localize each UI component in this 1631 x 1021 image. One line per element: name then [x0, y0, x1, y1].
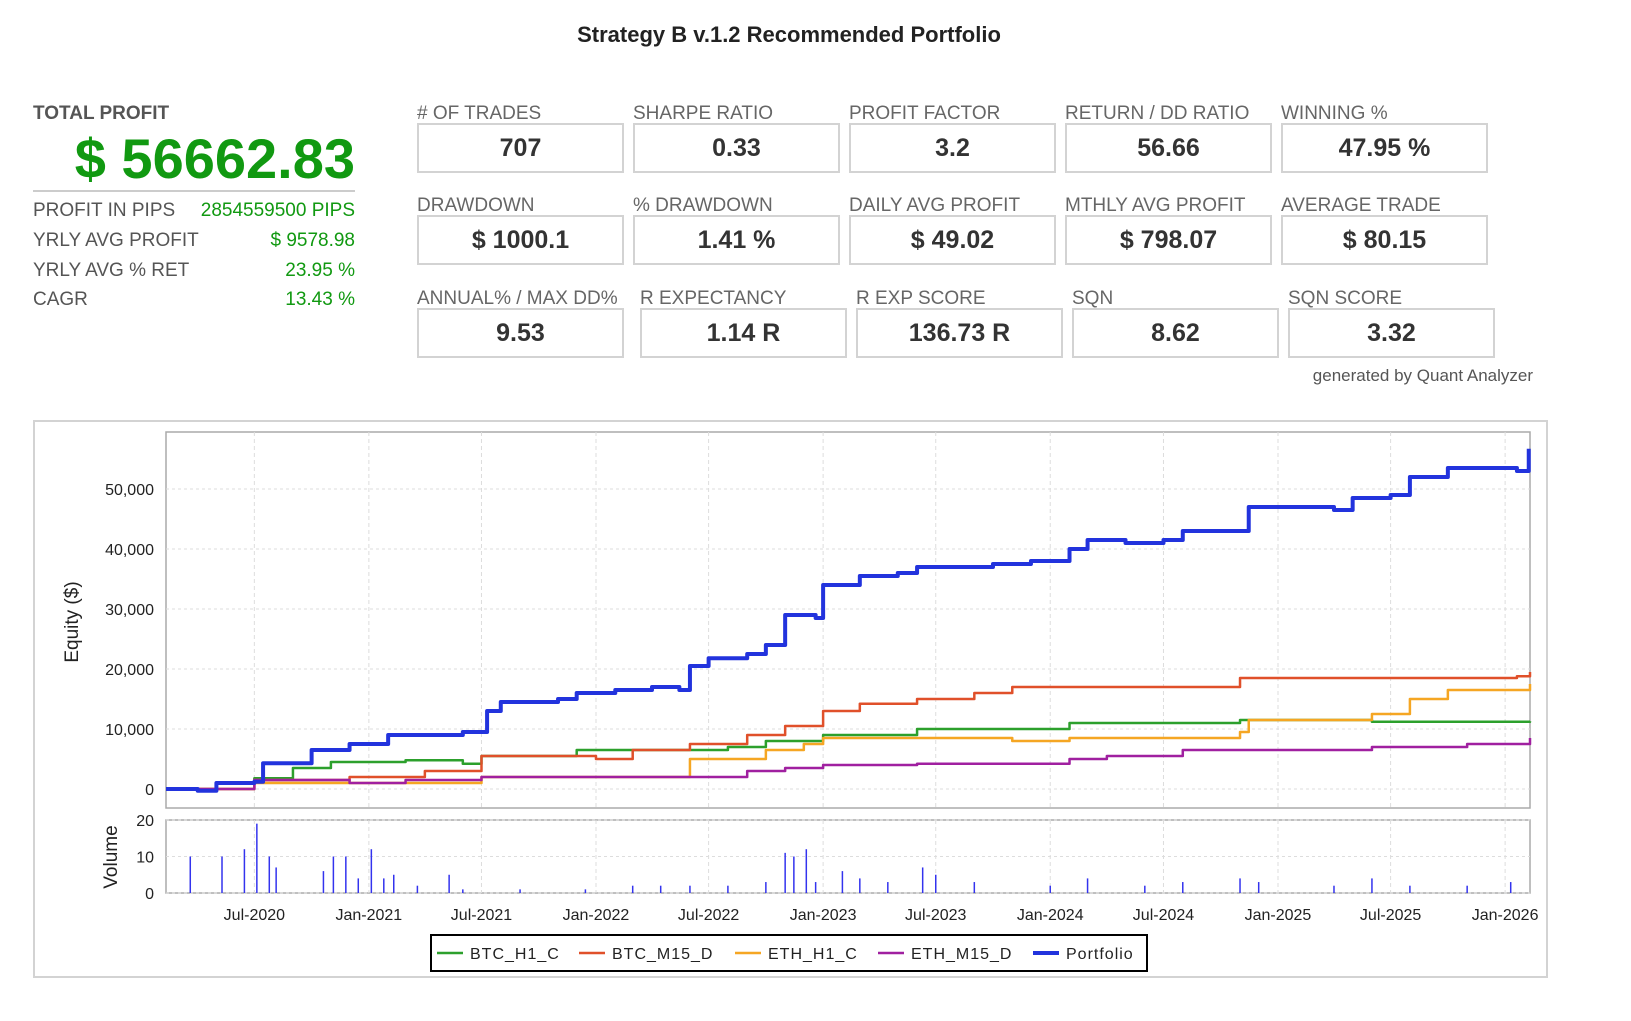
- summary-row-yrly-ret: YRLY AVG % RET 23.95 %: [33, 260, 355, 282]
- legend-label: ETH_H1_C: [768, 946, 858, 963]
- metric-value-box: $ 49.02: [849, 215, 1056, 265]
- y-tick-label: 30,000: [105, 602, 154, 619]
- metric-value-box: 56.66: [1065, 123, 1272, 173]
- y-tick-label: 10,000: [105, 722, 154, 739]
- metric-value-box: $ 798.07: [1065, 215, 1272, 265]
- x-tick-label: Jul-2023: [905, 907, 966, 924]
- metric-label: DAILY AVG PROFIT: [849, 195, 1021, 216]
- y-tick-label: 50,000: [105, 482, 154, 499]
- x-tick-label: Jul-2025: [1360, 907, 1421, 924]
- metric-label: SQN SCORE: [1288, 288, 1403, 309]
- legend-label: BTC_M15_D: [612, 946, 713, 963]
- metric-label: R EXP SCORE: [856, 288, 986, 309]
- legend-label: ETH_M15_D: [911, 946, 1012, 963]
- legend-label: Portfolio: [1066, 946, 1134, 963]
- metric-value-box: 3.32: [1288, 308, 1495, 358]
- metric-label: DRAWDOWN: [417, 195, 535, 216]
- x-tick-label: Jul-2020: [224, 907, 285, 924]
- x-tick-label: Jul-2022: [678, 907, 739, 924]
- metric-value-box: 136.73 R: [856, 308, 1063, 358]
- x-tick-label: Jan-2022: [563, 907, 630, 924]
- metric-value-box: 3.2: [849, 123, 1056, 173]
- volume-tick-label: 0: [145, 886, 154, 903]
- metric-label: ANNUAL% / MAX DD%: [417, 288, 618, 309]
- metric-label: R EXPECTANCY: [640, 288, 787, 309]
- total-profit-label: TOTAL PROFIT: [33, 103, 170, 124]
- x-tick-label: Jan-2024: [1017, 907, 1084, 924]
- chart-frame: [33, 420, 1548, 978]
- x-tick-label: Jan-2025: [1245, 907, 1312, 924]
- volume-axis-label: Volume: [101, 825, 122, 888]
- summary-row-cagr: CAGR 13.43 %: [33, 289, 355, 311]
- x-tick-label: Jul-2024: [1133, 907, 1194, 924]
- metric-value-box: 1.41 %: [633, 215, 840, 265]
- summary-value: 13.43 %: [285, 289, 355, 310]
- x-tick-label: Jan-2023: [790, 907, 857, 924]
- x-tick-label: Jul-2021: [451, 907, 512, 924]
- metric-label: SHARPE RATIO: [633, 103, 774, 124]
- summary-value: 23.95 %: [285, 260, 355, 281]
- metric-label: AVERAGE TRADE: [1281, 195, 1441, 216]
- metric-label: # OF TRADES: [417, 103, 542, 124]
- metric-label: PROFIT FACTOR: [849, 103, 1001, 124]
- legend: [430, 934, 1148, 972]
- summary-label: YRLY AVG % RET: [33, 260, 190, 281]
- summary-value: 2854559500 PIPS: [200, 200, 355, 221]
- series-line-portfolio: [166, 448, 1531, 793]
- metric-value-box: 0.33: [633, 123, 840, 173]
- total-profit-value: $ 56662.83: [33, 128, 355, 192]
- summary-row-pips: PROFIT IN PIPS 2854559500 PIPS: [33, 200, 355, 222]
- summary-label: PROFIT IN PIPS: [33, 200, 176, 221]
- metric-label: SQN: [1072, 288, 1114, 309]
- series-line-btc-m15-d: [166, 672, 1532, 791]
- summary-value: $ 9578.98: [270, 230, 355, 251]
- metric-value-box: $ 1000.1: [417, 215, 624, 265]
- summary-label: YRLY AVG PROFIT: [33, 230, 199, 251]
- y-tick-label: 40,000: [105, 542, 154, 559]
- y-axis-label: Equity ($): [62, 581, 83, 662]
- x-tick-label: Jan-2021: [335, 907, 402, 924]
- volume-tick-label: 20: [136, 813, 154, 830]
- generated-by-note: generated by Quant Analyzer: [1312, 366, 1533, 385]
- report-title: Strategy B v.1.2 Recommended Portfolio: [577, 22, 1001, 47]
- metric-value-box: 47.95 %: [1281, 123, 1488, 173]
- legend-label: BTC_H1_C: [470, 946, 560, 963]
- summary-label: CAGR: [33, 289, 88, 310]
- series-line-eth-m15-d: [166, 738, 1532, 791]
- metric-value-box: 707: [417, 123, 624, 173]
- volume-tick-label: 10: [136, 850, 154, 867]
- metric-label: MTHLY AVG PROFIT: [1065, 195, 1246, 216]
- metric-value-box: $ 80.15: [1281, 215, 1488, 265]
- equity-plot-area: [165, 431, 1531, 809]
- metric-value-box: 8.62: [1072, 308, 1279, 358]
- metric-value-box: 9.53: [417, 308, 624, 358]
- metric-value-box: 1.14 R: [640, 308, 847, 358]
- metric-label: % DRAWDOWN: [633, 195, 773, 216]
- metric-label: RETURN / DD RATIO: [1065, 103, 1250, 124]
- summary-row-yrly-profit: YRLY AVG PROFIT $ 9578.98: [33, 230, 355, 252]
- y-tick-label: 0: [145, 782, 154, 799]
- metric-label: WINNING %: [1281, 103, 1388, 124]
- y-tick-label: 20,000: [105, 662, 154, 679]
- x-tick-label: Jan-2026: [1472, 907, 1539, 924]
